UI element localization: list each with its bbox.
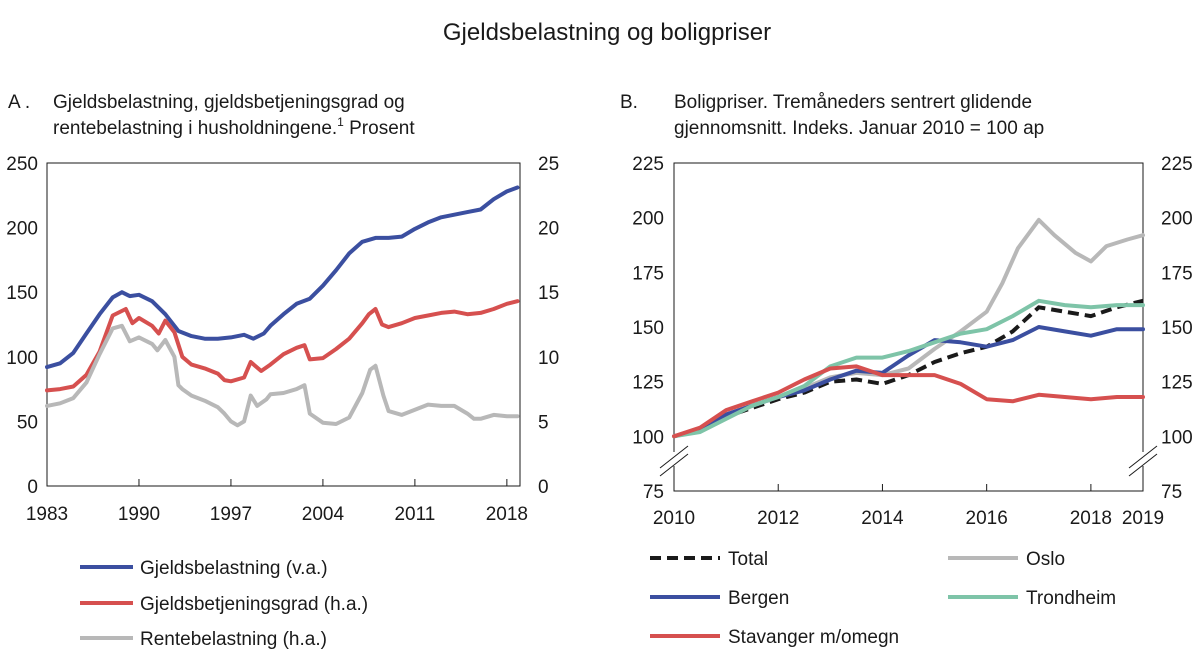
legend-label-trondheim: Trondheim: [1026, 588, 1116, 609]
panel-b-legend: Total Oslo Bergen Trondheim Stavanger m/…: [650, 549, 1116, 648]
panel-b-y-right-tick-225: 225: [1161, 154, 1193, 175]
panel-b-y-right-axis: 225 200 175 150 125 100 75: [1161, 154, 1193, 503]
panel-b-label: B.: [620, 92, 638, 113]
panel-b-x-tick-2014: 2014: [861, 508, 904, 529]
panel-b-x-tick-2010: 2010: [653, 508, 695, 529]
panel-b-series: [672, 217, 1145, 439]
panel-b-y-left-tick-75: 75: [643, 482, 664, 503]
panel-b-axis-break-left-gap: [666, 452, 682, 466]
panel-b-x-tick-2018: 2018: [1070, 508, 1112, 529]
panel-b-y-left-tick-175: 175: [632, 263, 664, 284]
panel-b-y-right-tick-100: 100: [1161, 427, 1193, 448]
panel-a-y-right-tick-0: 0: [538, 477, 549, 498]
legend-label-bergen: Bergen: [728, 588, 789, 609]
panel-b-x-tick-2016: 2016: [966, 508, 1008, 529]
panel-b-series-bergen: [672, 325, 1145, 439]
panel-b-y-right-tick-150: 150: [1161, 318, 1193, 339]
panel-b-y-right-tick-175: 175: [1161, 263, 1193, 284]
legend-label-oslo: Oslo: [1026, 549, 1065, 570]
panel-b-y-left-tick-100: 100: [632, 427, 664, 448]
panel-a: A . Gjeldsbelastning, gjeldsbetjeningsgr…: [6, 92, 559, 650]
panel-b-x-tick-2019: 2019: [1122, 508, 1164, 529]
panel-a-y-left-tick-150: 150: [6, 283, 38, 304]
panel-b-y-left-tick-200: 200: [632, 209, 664, 230]
panel-b: B. Boligpriser. Tremåneders sentrert gli…: [620, 92, 1193, 648]
panel-b-axis-break-left-1: [659, 445, 689, 469]
panel-b-y-right-tick-75: 75: [1161, 482, 1182, 503]
panel-a-x-tick-2011: 2011: [394, 504, 435, 525]
panel-b-y-right-tick-200: 200: [1161, 209, 1193, 230]
panel-a-plot-frame: [46, 162, 521, 487]
panel-a-x-tick-1997: 1997: [210, 504, 252, 525]
legend-label-total: Total: [728, 549, 768, 570]
panel-a-title-line-1: Gjeldsbelastning, gjeldsbetjeningsgrad o…: [53, 92, 405, 113]
panel-b-title-line-2: gjennomsnitt. Indeks. Januar 2010 = 100 …: [674, 118, 1044, 139]
panel-b-axis-break-right-gap: [1135, 452, 1151, 466]
panel-a-y-right-tick-15: 15: [538, 283, 559, 304]
panel-a-title-line-2: rentebelastning i husholdningene.1 Prose…: [53, 115, 415, 139]
panel-a-title-line-2-main: rentebelastning i husholdningene.: [53, 118, 337, 139]
panel-b-y-left-tick-225: 225: [632, 154, 664, 175]
panel-a-y-left-tick-50: 50: [17, 412, 38, 433]
panel-b-axis-break-right-2: [1128, 453, 1158, 477]
panel-a-series-rentebelastning-h-a: [45, 323, 520, 428]
panel-a-y-right-tick-5: 5: [538, 412, 549, 433]
panel-a-x-tick-1990: 1990: [118, 504, 160, 525]
figure-title: Gjeldsbelastning og boligpriser: [443, 19, 771, 46]
panel-a-x-tick-1983: 1983: [26, 504, 68, 525]
panel-a-x-tick-2018: 2018: [486, 504, 528, 525]
panel-a-y-left-axis: 250 200 150 100 50 0: [6, 154, 38, 498]
panel-a-y-right-tick-20: 20: [538, 219, 559, 240]
panel-b-series-stavanger-m-omegn: [672, 364, 1145, 439]
legend-label-stavanger: Stavanger m/omegn: [728, 627, 899, 648]
panel-a-y-right-tick-25: 25: [538, 154, 559, 175]
panel-b-plot-frame: [673, 162, 1144, 492]
panel-a-x-axis: 1983 1990 1997 2004 2011 2018: [26, 479, 528, 525]
panel-a-legend: Gjeldsbelastning (v.a.) Gjeldsbetjenings…: [80, 558, 368, 650]
panel-b-x-axis: 2010 2012 2014 2016 2018 2019: [653, 484, 1164, 529]
panel-a-y-left-tick-250: 250: [6, 154, 38, 175]
panel-a-y-left-tick-100: 100: [6, 348, 38, 369]
legend-label-gjeldsbetjeningsgrad: Gjeldsbetjeningsgrad (h.a.): [140, 594, 368, 615]
panel-b-series-trondheim: [672, 298, 1145, 439]
panel-b-axis-break-left-2: [659, 453, 689, 477]
panel-b-axis-break-right-1: [1128, 445, 1158, 469]
legend-label-gjeldsbelastning: Gjeldsbelastning (v.a.): [140, 558, 328, 579]
panel-b-title-line-1: Boligpriser. Tremåneders sentrert gliden…: [674, 92, 1032, 113]
legend-label-rentebelastning: Rentebelastning (h.a.): [140, 629, 327, 650]
panel-a-series-gjeldsbetjeningsgrad-h-a: [45, 299, 520, 393]
panel-b-y-left-axis: 225 200 175 150 125 100 75: [632, 154, 664, 503]
panel-a-title-superscript: 1: [337, 115, 344, 129]
panel-a-series-gjeldsbelastning-v-a: [45, 185, 520, 370]
panel-a-y-right-tick-10: 10: [538, 348, 559, 369]
panel-a-label: A .: [8, 92, 30, 113]
panel-b-x-tick-2012: 2012: [757, 508, 799, 529]
panel-b-y-left-tick-125: 125: [632, 373, 664, 394]
panel-a-series: [45, 185, 520, 428]
panel-a-y-right-axis: 25 20 15 10 5 0: [538, 154, 559, 498]
panel-b-y-right-tick-125: 125: [1161, 373, 1193, 394]
panel-a-title-suffix: Prosent: [344, 118, 415, 139]
panel-a-x-tick-2004: 2004: [302, 504, 345, 525]
panel-a-y-left-tick-0: 0: [27, 477, 38, 498]
panel-a-y-left-tick-200: 200: [6, 219, 38, 240]
panel-b-y-left-tick-150: 150: [632, 318, 664, 339]
